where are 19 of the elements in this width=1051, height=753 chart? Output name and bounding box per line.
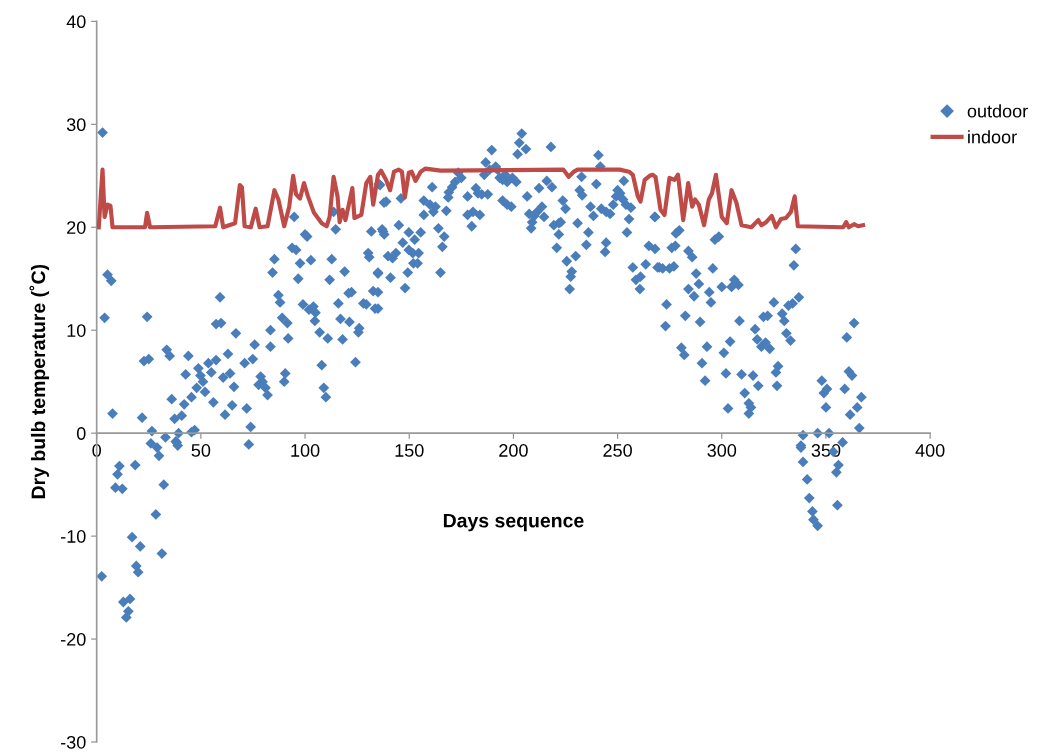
x-tick-label: 200: [499, 444, 528, 457]
legend-label: outdoor: [967, 104, 1028, 118]
x-tick-label: 50: [191, 444, 211, 457]
y-tick-label: 30: [66, 118, 86, 132]
x-tick-label: 400: [915, 444, 945, 457]
legend-label: indoor: [968, 130, 1017, 144]
y-tick-label: -20: [60, 632, 86, 646]
y-tick-label: 0: [76, 427, 86, 440]
x-tick-label: 100: [291, 444, 320, 457]
x-tick-label: 300: [707, 444, 737, 457]
y-tick-label: 20: [67, 221, 86, 234]
x-tick-label: 150: [395, 444, 424, 457]
y-tick-label: 40: [66, 15, 86, 29]
y-tick-label: 10: [67, 324, 86, 337]
y-axis-title: Dry bulb temperature (˚C): [29, 264, 50, 499]
x-axis-title: Days sequence: [443, 513, 584, 532]
y-tick-label: -30: [60, 735, 86, 749]
x-tick-label: 250: [603, 444, 632, 457]
y-tick-label: -10: [60, 530, 86, 543]
